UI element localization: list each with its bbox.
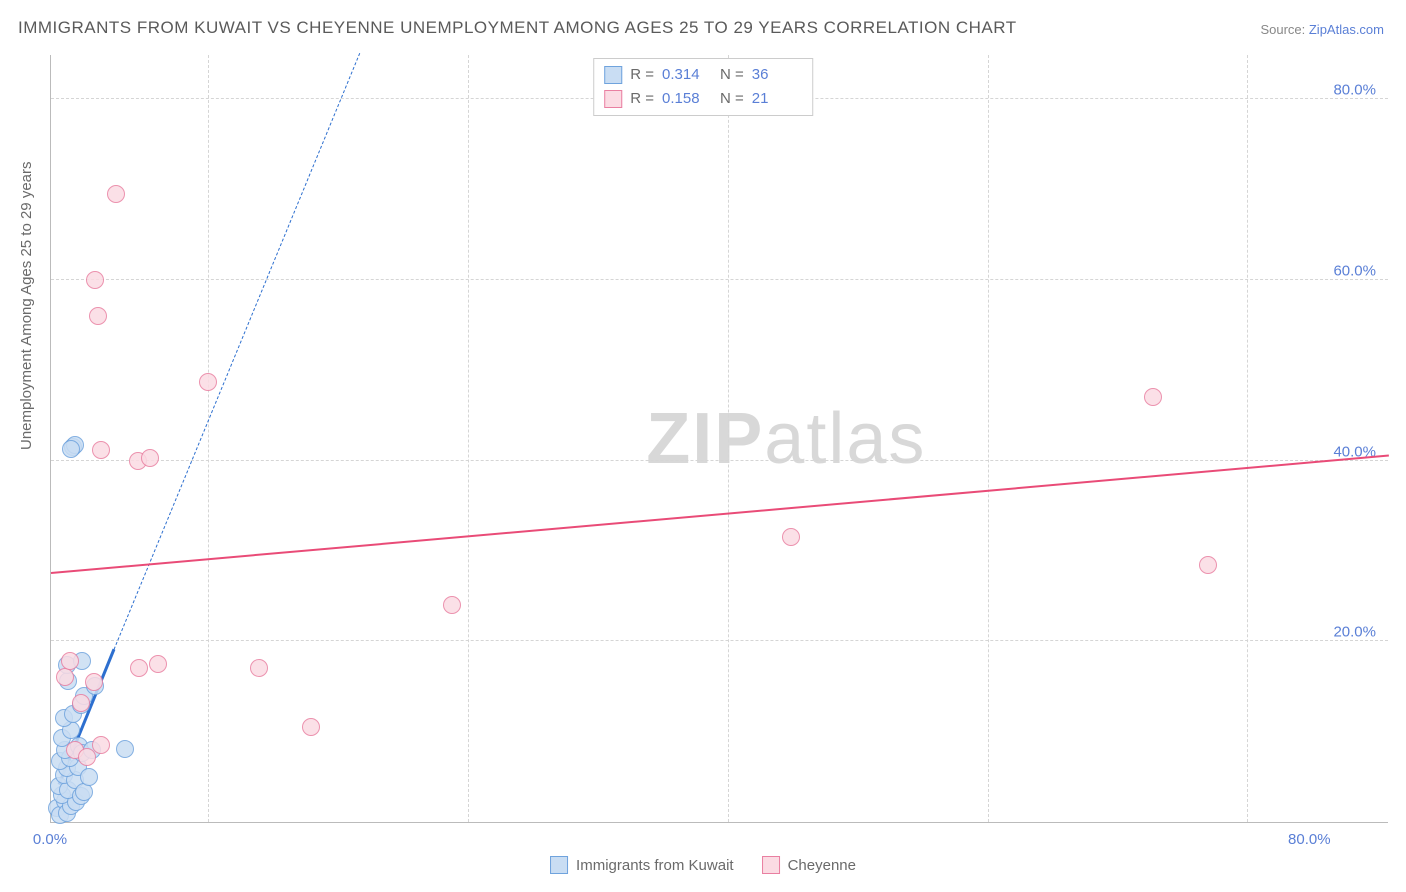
y-tick-label: 80.0% xyxy=(1333,82,1376,99)
legend-row-series-0: R = 0.314 N = 36 xyxy=(604,63,802,87)
trend-line xyxy=(113,53,360,650)
data-point xyxy=(61,652,79,670)
swatch-series-0 xyxy=(604,66,622,84)
data-point xyxy=(141,449,159,467)
data-point xyxy=(85,673,103,691)
n-value-1: 21 xyxy=(752,87,802,111)
legend-row-series-1: R = 0.158 N = 21 xyxy=(604,87,802,111)
y-tick-label: 60.0% xyxy=(1333,262,1376,279)
watermark: ZIPatlas xyxy=(646,398,926,480)
data-point xyxy=(302,718,320,736)
r-value-0: 0.314 xyxy=(662,63,712,87)
data-point xyxy=(80,768,98,786)
source-prefix: Source: xyxy=(1260,22,1308,37)
n-label: N = xyxy=(720,63,744,87)
data-point xyxy=(116,740,134,758)
swatch-series-1 xyxy=(604,90,622,108)
data-point xyxy=(782,528,800,546)
swatch-series-1 xyxy=(762,856,780,874)
legend-item-0: Immigrants from Kuwait xyxy=(550,856,734,874)
data-point xyxy=(56,668,74,686)
series-legend: Immigrants from Kuwait Cheyenne xyxy=(550,856,856,874)
n-value-0: 36 xyxy=(752,63,802,87)
watermark-zip: ZIP xyxy=(646,399,764,479)
data-point xyxy=(1199,556,1217,574)
y-axis-label: Unemployment Among Ages 25 to 29 years xyxy=(18,161,35,450)
data-point xyxy=(250,659,268,677)
data-point xyxy=(92,736,110,754)
correlation-legend: R = 0.314 N = 36 R = 0.158 N = 21 xyxy=(593,58,813,116)
data-point xyxy=(1144,388,1162,406)
data-point xyxy=(149,655,167,673)
data-point xyxy=(107,185,125,203)
gridline-v xyxy=(1247,55,1248,822)
data-point xyxy=(86,271,104,289)
data-point xyxy=(92,441,110,459)
gridline-h xyxy=(51,460,1388,461)
chart-title: IMMIGRANTS FROM KUWAIT VS CHEYENNE UNEMP… xyxy=(18,18,1017,38)
gridline-v xyxy=(728,55,729,822)
y-tick-label: 20.0% xyxy=(1333,624,1376,641)
x-tick-label: 0.0% xyxy=(33,831,67,848)
data-point xyxy=(443,596,461,614)
source-link[interactable]: ZipAtlas.com xyxy=(1309,22,1384,37)
gridline-h xyxy=(51,640,1388,641)
r-value-1: 0.158 xyxy=(662,87,712,111)
gridline-v xyxy=(208,55,209,822)
data-point xyxy=(62,440,80,458)
scatter-plot: ZIPatlas 20.0%40.0%60.0%80.0% xyxy=(50,55,1388,823)
legend-label-0: Immigrants from Kuwait xyxy=(576,857,734,874)
swatch-series-0 xyxy=(550,856,568,874)
r-label: R = xyxy=(630,87,654,111)
data-point xyxy=(75,783,93,801)
r-label: R = xyxy=(630,63,654,87)
data-point xyxy=(89,307,107,325)
source-credit: Source: ZipAtlas.com xyxy=(1260,22,1384,37)
gridline-v xyxy=(468,55,469,822)
watermark-atlas: atlas xyxy=(764,399,926,479)
n-label: N = xyxy=(720,87,744,111)
x-tick-label: 80.0% xyxy=(1288,831,1331,848)
data-point xyxy=(130,659,148,677)
gridline-v xyxy=(988,55,989,822)
gridline-h xyxy=(51,279,1388,280)
trend-line xyxy=(51,454,1389,573)
legend-label-1: Cheyenne xyxy=(788,857,856,874)
legend-item-1: Cheyenne xyxy=(762,856,856,874)
data-point xyxy=(199,373,217,391)
data-point xyxy=(72,694,90,712)
